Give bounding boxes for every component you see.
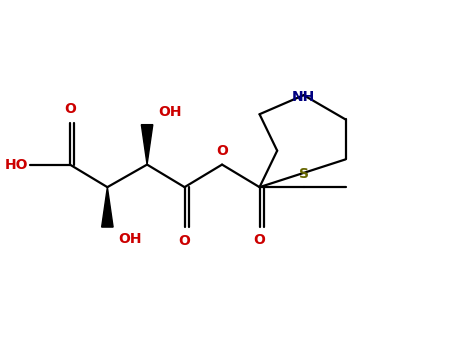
Text: OH: OH: [118, 232, 142, 246]
Polygon shape: [142, 125, 153, 164]
Text: S: S: [298, 167, 308, 181]
Polygon shape: [101, 187, 113, 227]
Text: O: O: [253, 233, 265, 247]
Text: OH: OH: [158, 105, 182, 119]
Text: O: O: [179, 234, 191, 248]
Text: NH: NH: [292, 90, 315, 104]
Text: O: O: [64, 102, 76, 116]
Text: HO: HO: [5, 158, 28, 172]
Text: O: O: [216, 144, 228, 158]
